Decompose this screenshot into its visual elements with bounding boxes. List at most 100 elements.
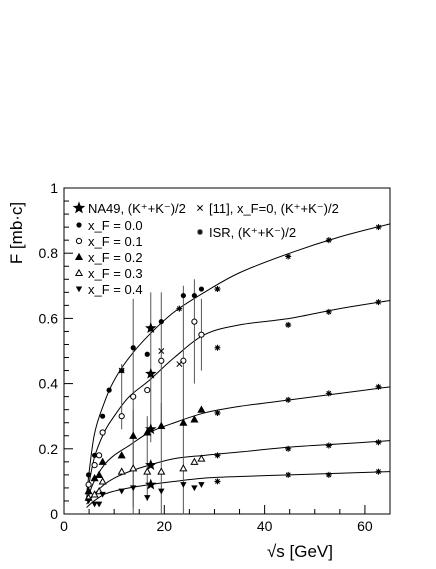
data-point-open-triangle-up <box>143 467 152 475</box>
data-point-open-circle <box>144 387 151 394</box>
data-point-open-circle <box>118 413 125 420</box>
data-point-asterisk <box>285 253 292 260</box>
y-axis-label: F [mb·c] <box>7 202 26 264</box>
data-point-filled-circle <box>180 292 186 299</box>
data-point-asterisk <box>214 409 221 416</box>
data-point-filled-triangle-up <box>143 428 152 436</box>
data-point-filled-triangle-up <box>95 470 104 478</box>
data-point-asterisk <box>325 442 332 449</box>
data-point-filled-circle <box>130 345 136 351</box>
legend-label: x_F = 0.2 <box>88 250 143 265</box>
data-point-filled-triangle-up <box>117 451 126 459</box>
data-point-filled-triangle-up <box>157 421 166 430</box>
legend-marker-filled-triangle-down <box>75 286 83 293</box>
legend-label: NA49, (K⁺+K⁻)/2 <box>88 201 186 216</box>
data-point-filled-circle <box>91 452 98 458</box>
data-point-asterisk <box>285 445 292 452</box>
legend-label: ISR, (K⁺+K⁻)/2 <box>209 225 296 240</box>
fit-curve <box>86 471 391 508</box>
legend-label: x_F = 0.3 <box>88 266 143 281</box>
data-point-asterisk <box>325 390 332 397</box>
data-point-asterisk <box>214 452 221 459</box>
data-point-filled-triangle-up <box>129 431 138 439</box>
data-point-open-circle <box>130 393 137 400</box>
y-tick-label: 0.6 <box>39 310 59 326</box>
legend-marker-cross <box>197 205 203 211</box>
legend-marker-asterisk <box>197 229 203 235</box>
data-point-filled-triangle-down <box>99 491 106 498</box>
data-point-open-circle <box>91 462 98 469</box>
data-point-filled-triangle-down <box>130 485 137 492</box>
data-point-asterisk <box>375 224 382 231</box>
data-point-cross <box>118 367 125 374</box>
data-point-filled-triangle-down <box>118 488 125 495</box>
legend-marker-filled-triangle-up <box>74 252 84 261</box>
data-point-filled-triangle-down <box>158 488 165 495</box>
data-point-asterisk <box>375 299 382 306</box>
data-point-filled-triangle-down <box>144 495 151 501</box>
data-point-filled-triangle-up <box>98 457 107 465</box>
x-tick-label: 20 <box>157 518 173 534</box>
data-point-open-circle <box>85 481 92 488</box>
data-point-star <box>145 478 157 490</box>
y-tick-label: 0.4 <box>39 376 59 392</box>
data-point-asterisk <box>285 396 292 403</box>
data-point-asterisk <box>214 344 221 351</box>
plot-frame-group <box>63 187 391 515</box>
data-point-open-triangle-up <box>157 467 166 475</box>
data-point-filled-circle <box>100 413 106 419</box>
legend-marker-filled-circle <box>76 222 82 228</box>
data-point-open-triangle-up <box>197 454 206 462</box>
data-point-filled-triangle-down <box>91 501 98 508</box>
data-point-asterisk <box>285 321 292 328</box>
data-point-star <box>145 367 157 379</box>
data-point-filled-triangle-up <box>179 418 188 426</box>
data-point-cross <box>176 361 183 367</box>
x-axis-label: √s [GeV] <box>267 542 333 561</box>
data-point-star <box>145 423 157 435</box>
data-point-asterisk <box>325 237 332 244</box>
data-point-filled-triangle-up <box>197 405 206 413</box>
data-point-open-circle <box>180 357 187 364</box>
y-tick-label: 0 <box>50 506 58 522</box>
legend-marker-star <box>72 201 86 214</box>
y-tick-label: 0.8 <box>39 245 59 261</box>
fit-curve <box>86 440 391 505</box>
data-point-open-circle <box>96 452 103 459</box>
data-point-asterisk <box>325 308 332 315</box>
data-point-filled-triangle-down <box>191 485 198 492</box>
data-point-open-triangle-up <box>179 464 188 472</box>
data-point-star <box>145 322 157 334</box>
data-point-filled-circle <box>191 292 197 299</box>
data-point-filled-triangle-up <box>190 415 199 423</box>
legend-label: x_F = 0.0 <box>88 218 143 233</box>
data-points-group <box>84 224 382 508</box>
data-point-filled-triangle-down <box>95 501 103 508</box>
data-point-open-triangle-up <box>98 477 107 485</box>
data-point-filled-triangle-down <box>85 498 92 505</box>
data-point-cross <box>158 348 165 354</box>
data-point-filled-circle <box>158 319 164 325</box>
data-point-filled-triangle-down <box>198 482 205 488</box>
x-tick-label: 40 <box>257 518 273 534</box>
x-tick-label: 60 <box>357 518 373 534</box>
data-point-open-circle <box>191 318 198 325</box>
data-point-asterisk <box>214 286 221 293</box>
legend-marker-open-circle <box>75 237 83 245</box>
legend-label: [11], x_F=0, (K⁺+K⁻)/2 <box>209 201 339 216</box>
data-point-filled-circle <box>106 387 112 393</box>
data-point-asterisk <box>375 383 382 390</box>
data-point-asterisk <box>285 471 292 478</box>
data-point-open-circle <box>198 331 205 338</box>
legend-label: x_F = 0.4 <box>88 282 143 297</box>
data-point-asterisk <box>325 471 332 478</box>
data-point-filled-circle <box>144 351 150 357</box>
data-point-filled-triangle-down <box>180 482 187 488</box>
legend-group: NA49, (K⁺+K⁻)/2x_F = 0.0x_F = 0.1x_F = 0… <box>72 201 339 297</box>
data-point-open-circle <box>158 357 165 364</box>
y-tick-label: 1 <box>50 180 58 196</box>
data-point-star <box>145 459 157 470</box>
data-point-filled-circle <box>198 286 205 292</box>
